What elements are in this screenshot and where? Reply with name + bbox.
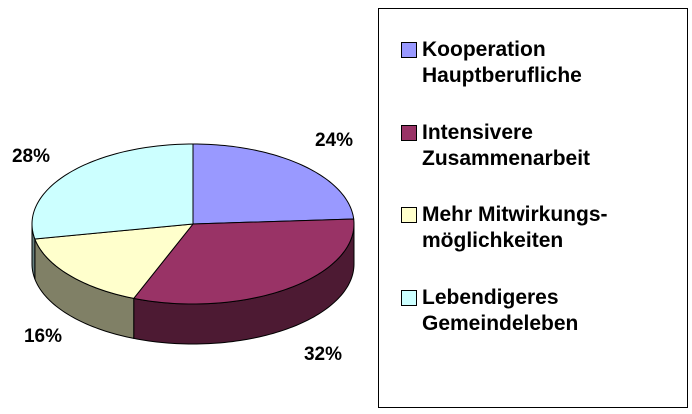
pie-slice <box>34 223 195 299</box>
legend-item: Intensivere Zusammenarbeit <box>401 120 687 173</box>
legend-swatch <box>401 42 417 58</box>
legend-item: Kooperation Hauptberufliche <box>401 37 687 90</box>
legend-swatch <box>401 207 417 223</box>
legend-item: Mehr Mitwirkungs-möglichkeiten <box>401 202 687 255</box>
legend-label: Kooperation Hauptberufliche <box>422 38 582 88</box>
pie-slice <box>31 143 194 240</box>
legend-swatch <box>401 289 417 306</box>
legend-label: Intensivere Zusammenarbeit <box>422 120 591 170</box>
legend-item: Lebendigeres Gemeindeleben <box>401 285 687 338</box>
data-label: 16% <box>24 326 62 347</box>
legend-swatch <box>401 124 417 141</box>
pie-slice <box>132 218 355 305</box>
legend: Kooperation Hauptberufliche Intensivere Z… <box>378 8 688 408</box>
pie-slice <box>192 143 355 225</box>
legend-label: Lebendigeres Gemeindeleben <box>422 285 579 335</box>
data-label: 32% <box>304 344 342 365</box>
legend-label: Mehr Mitwirkungs-möglichkeiten <box>422 203 608 253</box>
data-label: 28% <box>12 146 50 167</box>
data-label: 24% <box>315 130 353 151</box>
